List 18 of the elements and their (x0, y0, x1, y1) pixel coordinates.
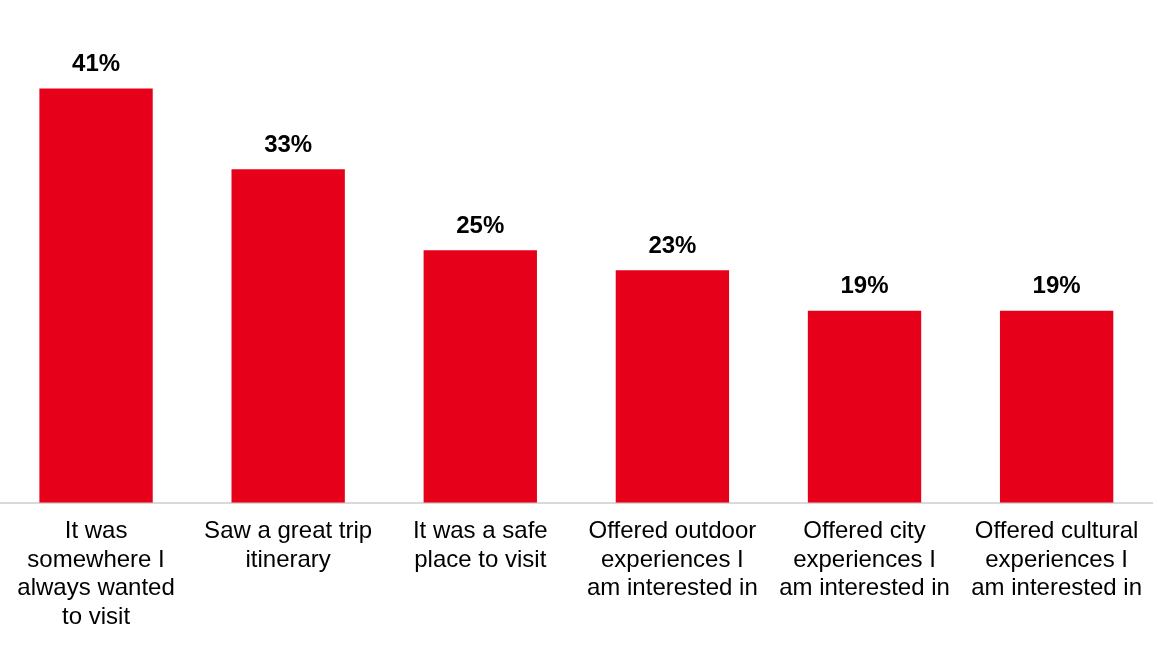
data-label: 19% (1032, 271, 1081, 299)
data-label: 25% (456, 210, 505, 238)
data-label: 19% (840, 271, 889, 299)
bar (231, 169, 345, 503)
x-tick-label: Saw a great trip itinerary (204, 515, 373, 572)
data-label: 41% (72, 49, 121, 77)
bar (423, 250, 537, 503)
x-tick-label: It was a safe place to visit (412, 515, 548, 572)
bar (39, 88, 153, 503)
bar (807, 310, 922, 503)
bar (999, 310, 1114, 503)
x-tick-label: It was somewhere I always wanted to visit (17, 515, 175, 630)
x-tick-label: Offered cultural experiences I am interested in (971, 515, 1143, 601)
data-label: 23% (648, 230, 697, 258)
x-tick-label: Offered outdoor experiences I am interested in (587, 515, 758, 601)
data-label: 33% (264, 129, 313, 157)
x-tick-label: Offered city experiences I am interested in (779, 515, 950, 601)
bar (615, 270, 730, 503)
